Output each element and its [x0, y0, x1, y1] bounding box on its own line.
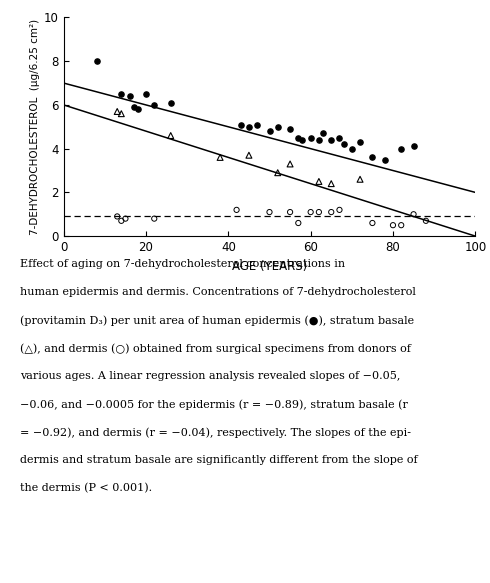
Point: [113, 212, 121, 221]
Point: [315, 208, 323, 217]
Point: [294, 133, 302, 142]
Point: [410, 210, 417, 219]
Point: [130, 103, 138, 112]
Point: [253, 120, 261, 129]
Point: [356, 138, 364, 147]
Point: [118, 89, 125, 99]
Point: [356, 175, 364, 184]
Point: [381, 155, 389, 164]
Point: [216, 153, 224, 162]
Point: [327, 179, 335, 188]
Point: [298, 135, 306, 145]
Point: [294, 219, 302, 228]
Point: [233, 205, 241, 215]
Point: [327, 135, 335, 145]
Point: [167, 131, 174, 141]
Point: [397, 144, 405, 153]
Text: (△), and dermis (○) obtained from surgical specimens from donors of: (△), and dermis (○) obtained from surgic…: [20, 343, 411, 354]
Point: [286, 124, 294, 134]
Point: [150, 214, 158, 223]
Point: [389, 220, 397, 230]
X-axis label: AGE (YEARS): AGE (YEARS): [232, 259, 307, 272]
Text: human epidermis and dermis. Concentrations of 7-dehydrocholesterol: human epidermis and dermis. Concentratio…: [20, 287, 416, 297]
Point: [397, 220, 405, 230]
Text: −0.06, and −0.0005 for the epidermis (r = −0.89), stratum basale (r: −0.06, and −0.0005 for the epidermis (r …: [20, 399, 408, 410]
Point: [410, 142, 417, 151]
Point: [245, 150, 253, 160]
Point: [368, 153, 376, 162]
Y-axis label: 7-DEHYDROCHOLESTEROL  (μg/6.25 cm²): 7-DEHYDROCHOLESTEROL (μg/6.25 cm²): [30, 19, 40, 235]
Text: dermis and stratum basale are significantly different from the slope of: dermis and stratum basale are significan…: [20, 455, 417, 465]
Point: [340, 140, 347, 149]
Text: Effect of aging on 7-dehydrocholesterol concentrations in: Effect of aging on 7-dehydrocholesterol …: [20, 259, 345, 269]
Point: [422, 216, 430, 226]
Point: [336, 133, 343, 142]
Text: various ages. A linear regression analysis revealed slopes of −0.05,: various ages. A linear regression analys…: [20, 371, 400, 381]
Point: [142, 89, 150, 99]
Point: [274, 168, 282, 177]
Point: [245, 122, 253, 132]
Point: [118, 109, 125, 118]
Text: (provitamin D₃) per unit area of human epidermis (●), stratum basale: (provitamin D₃) per unit area of human e…: [20, 315, 414, 326]
Point: [319, 129, 327, 138]
Point: [315, 177, 323, 186]
Point: [167, 98, 174, 107]
Point: [307, 133, 315, 142]
Point: [315, 135, 323, 145]
Point: [237, 120, 245, 129]
Point: [327, 208, 335, 217]
Point: [150, 100, 158, 110]
Point: [336, 205, 343, 215]
Point: [274, 122, 282, 132]
Point: [286, 159, 294, 168]
Point: [134, 105, 142, 114]
Point: [307, 208, 315, 217]
Text: = −0.92), and dermis (r = −0.04), respectively. The slopes of the epi-: = −0.92), and dermis (r = −0.04), respec…: [20, 427, 411, 438]
Point: [118, 216, 125, 226]
Point: [266, 127, 273, 136]
Point: [286, 208, 294, 217]
Point: [93, 57, 100, 66]
Point: [125, 92, 133, 101]
Point: [122, 214, 129, 223]
Point: [266, 208, 273, 217]
Text: the dermis (P < 0.001).: the dermis (P < 0.001).: [20, 483, 152, 494]
Point: [368, 219, 376, 228]
Point: [348, 144, 356, 153]
Point: [113, 107, 121, 116]
